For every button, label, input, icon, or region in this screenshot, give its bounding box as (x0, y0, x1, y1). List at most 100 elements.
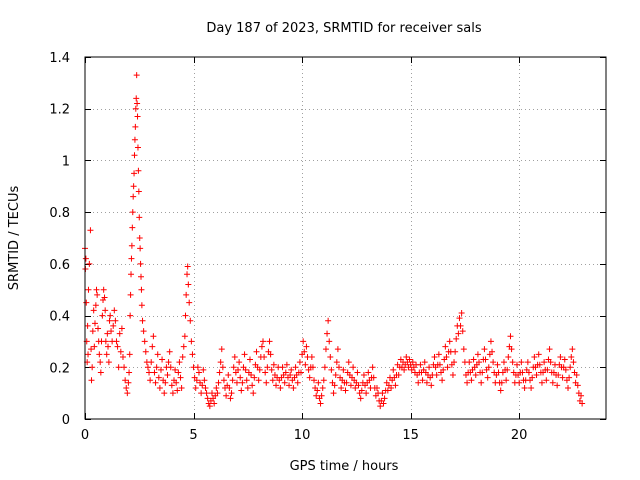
y-tick-label: 0.6 (49, 258, 70, 273)
data-point (392, 382, 399, 389)
data-point (165, 359, 172, 366)
data-point (226, 384, 233, 391)
data-point (484, 374, 491, 381)
data-point (180, 343, 187, 350)
data-point (294, 379, 301, 386)
data-point (174, 387, 181, 394)
data-point (91, 320, 98, 327)
data-point (217, 359, 224, 366)
data-point (138, 286, 145, 293)
data-point (283, 361, 290, 368)
data-point (134, 100, 141, 107)
data-point (373, 384, 380, 391)
data-point (309, 364, 316, 371)
data-point (518, 359, 525, 366)
data-point (546, 346, 553, 353)
data-point (129, 224, 136, 231)
data-point (132, 123, 139, 130)
data-point (440, 366, 447, 373)
data-point (301, 348, 308, 355)
data-point (184, 271, 191, 278)
data-point (126, 369, 133, 376)
grid-lines (85, 57, 606, 419)
data-point (125, 379, 132, 386)
data-point (446, 338, 453, 345)
data-point (238, 387, 245, 394)
data-point (149, 343, 156, 350)
data-point (251, 374, 258, 381)
data-point (302, 361, 309, 368)
data-point (428, 382, 435, 389)
data-point (130, 193, 137, 200)
data-point (500, 359, 507, 366)
data-point (324, 330, 331, 337)
data-point (442, 343, 449, 350)
data-point (97, 369, 104, 376)
data-point (177, 374, 184, 381)
data-point (268, 366, 275, 373)
data-point (223, 392, 230, 399)
data-point (436, 361, 443, 368)
data-point (89, 328, 96, 335)
data-point (159, 356, 166, 363)
data-point (555, 372, 562, 379)
data-point (258, 343, 265, 350)
data-point (119, 353, 126, 360)
data-point (538, 379, 545, 386)
data-point (110, 322, 117, 329)
data-point (459, 328, 466, 335)
data-point (139, 317, 146, 324)
data-point (84, 322, 91, 329)
y-tick-label: 1.4 (49, 51, 70, 66)
data-point (133, 72, 140, 79)
y-tick-label: 0.2 (49, 361, 70, 376)
data-point (114, 343, 121, 350)
data-point (122, 377, 129, 384)
data-point (453, 335, 460, 342)
data-point (570, 359, 577, 366)
data-point (547, 359, 554, 366)
data-point (186, 299, 193, 306)
data-point (135, 167, 142, 174)
data-point (211, 400, 218, 407)
data-point (423, 379, 430, 386)
data-point (91, 343, 98, 350)
data-point (435, 351, 442, 358)
data-point (524, 359, 531, 366)
data-point (136, 214, 143, 221)
data-point (352, 384, 359, 391)
data-point (178, 384, 185, 391)
data-point (250, 390, 257, 397)
data-point (253, 348, 260, 355)
data-point (183, 291, 190, 298)
data-point (406, 356, 413, 363)
y-tick-label: 0.8 (49, 206, 70, 221)
data-point (108, 328, 115, 335)
data-point (513, 361, 520, 368)
data-point (103, 351, 110, 358)
data-point (156, 384, 163, 391)
data-point (255, 377, 262, 384)
data-point (335, 364, 342, 371)
data-point (129, 209, 136, 216)
data-point (327, 353, 334, 360)
data-point (220, 377, 227, 384)
data-point (185, 281, 192, 288)
data-point (519, 369, 526, 376)
data-point (89, 364, 96, 371)
data-point (544, 366, 551, 373)
data-point (148, 359, 155, 366)
data-point (146, 369, 153, 376)
data-point (319, 384, 326, 391)
data-point (568, 353, 575, 360)
data-point (485, 364, 492, 371)
tick-labels: 0 5 10 15 20 0 0.2 0.4 0.6 0.8 1 1.2 1.4 (49, 51, 527, 443)
data-point (401, 366, 408, 373)
data-point (300, 338, 307, 345)
data-point (246, 356, 253, 363)
data-point (528, 384, 535, 391)
data-point (193, 377, 200, 384)
data-point (131, 170, 138, 177)
data-point (343, 379, 350, 386)
data-point (141, 338, 148, 345)
